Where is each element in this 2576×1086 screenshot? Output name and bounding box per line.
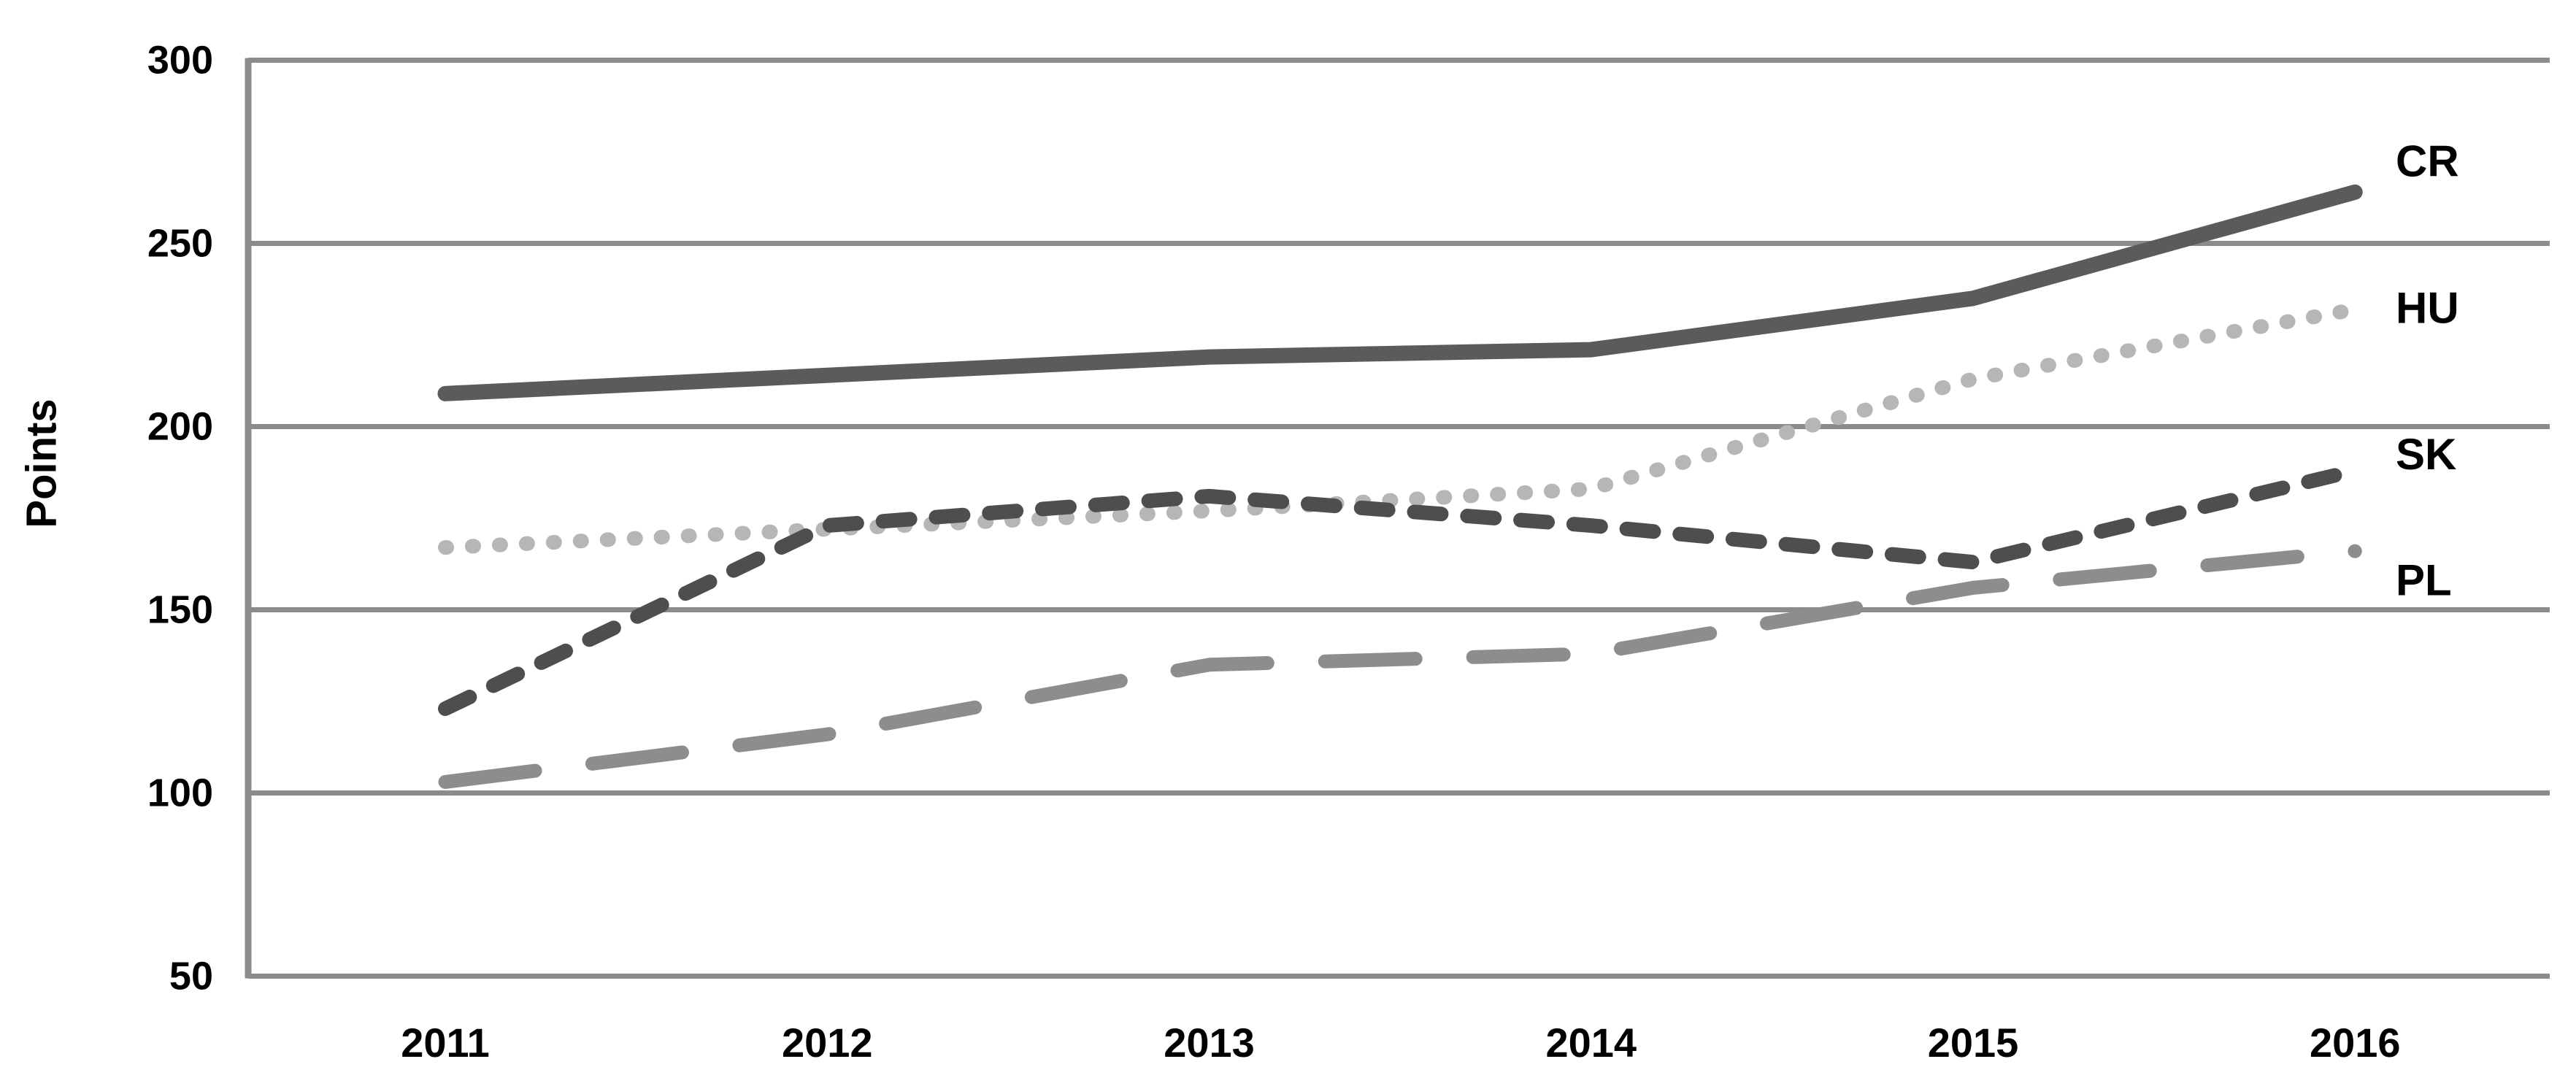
y-tick-label-50: 50	[169, 955, 213, 998]
y-tick-labels-group: 50 100 150 200 250 300	[147, 39, 213, 998]
series-end-label-pl: PL	[2396, 556, 2452, 605]
series-line-sk	[438, 463, 2363, 717]
series-line-pl	[438, 544, 2362, 789]
x-tick-label-2015: 2015	[1928, 1020, 2019, 1066]
series-line-cr	[437, 184, 2363, 401]
x-tick-label-2012: 2012	[782, 1020, 873, 1066]
gridlines-group	[248, 58, 2550, 979]
series-lines-group	[437, 184, 2363, 789]
series-end-label-sk: SK	[2396, 430, 2456, 479]
y-tick-label-150: 150	[147, 588, 213, 632]
y-tick-label-300: 300	[147, 39, 213, 82]
y-tick-label-100: 100	[147, 771, 213, 815]
x-tick-label-2014: 2014	[1545, 1020, 1637, 1066]
y-tick-label-200: 200	[147, 405, 213, 449]
x-tick-labels-group: 2011 2012 2013 2014 2015 2016	[401, 1020, 2400, 1066]
x-tick-label-2016: 2016	[2310, 1020, 2401, 1066]
series-end-label-hu: HU	[2396, 283, 2459, 332]
y-axis-title: Points	[18, 398, 66, 528]
y-tick-label-250: 250	[147, 222, 213, 266]
series-end-labels-group: CR HU SK PL	[2396, 137, 2459, 605]
series-end-label-cr: CR	[2396, 137, 2459, 186]
series-line-hu	[438, 301, 2363, 555]
x-tick-label-2013: 2013	[1164, 1020, 1255, 1066]
x-tick-label-2011: 2011	[401, 1020, 490, 1066]
